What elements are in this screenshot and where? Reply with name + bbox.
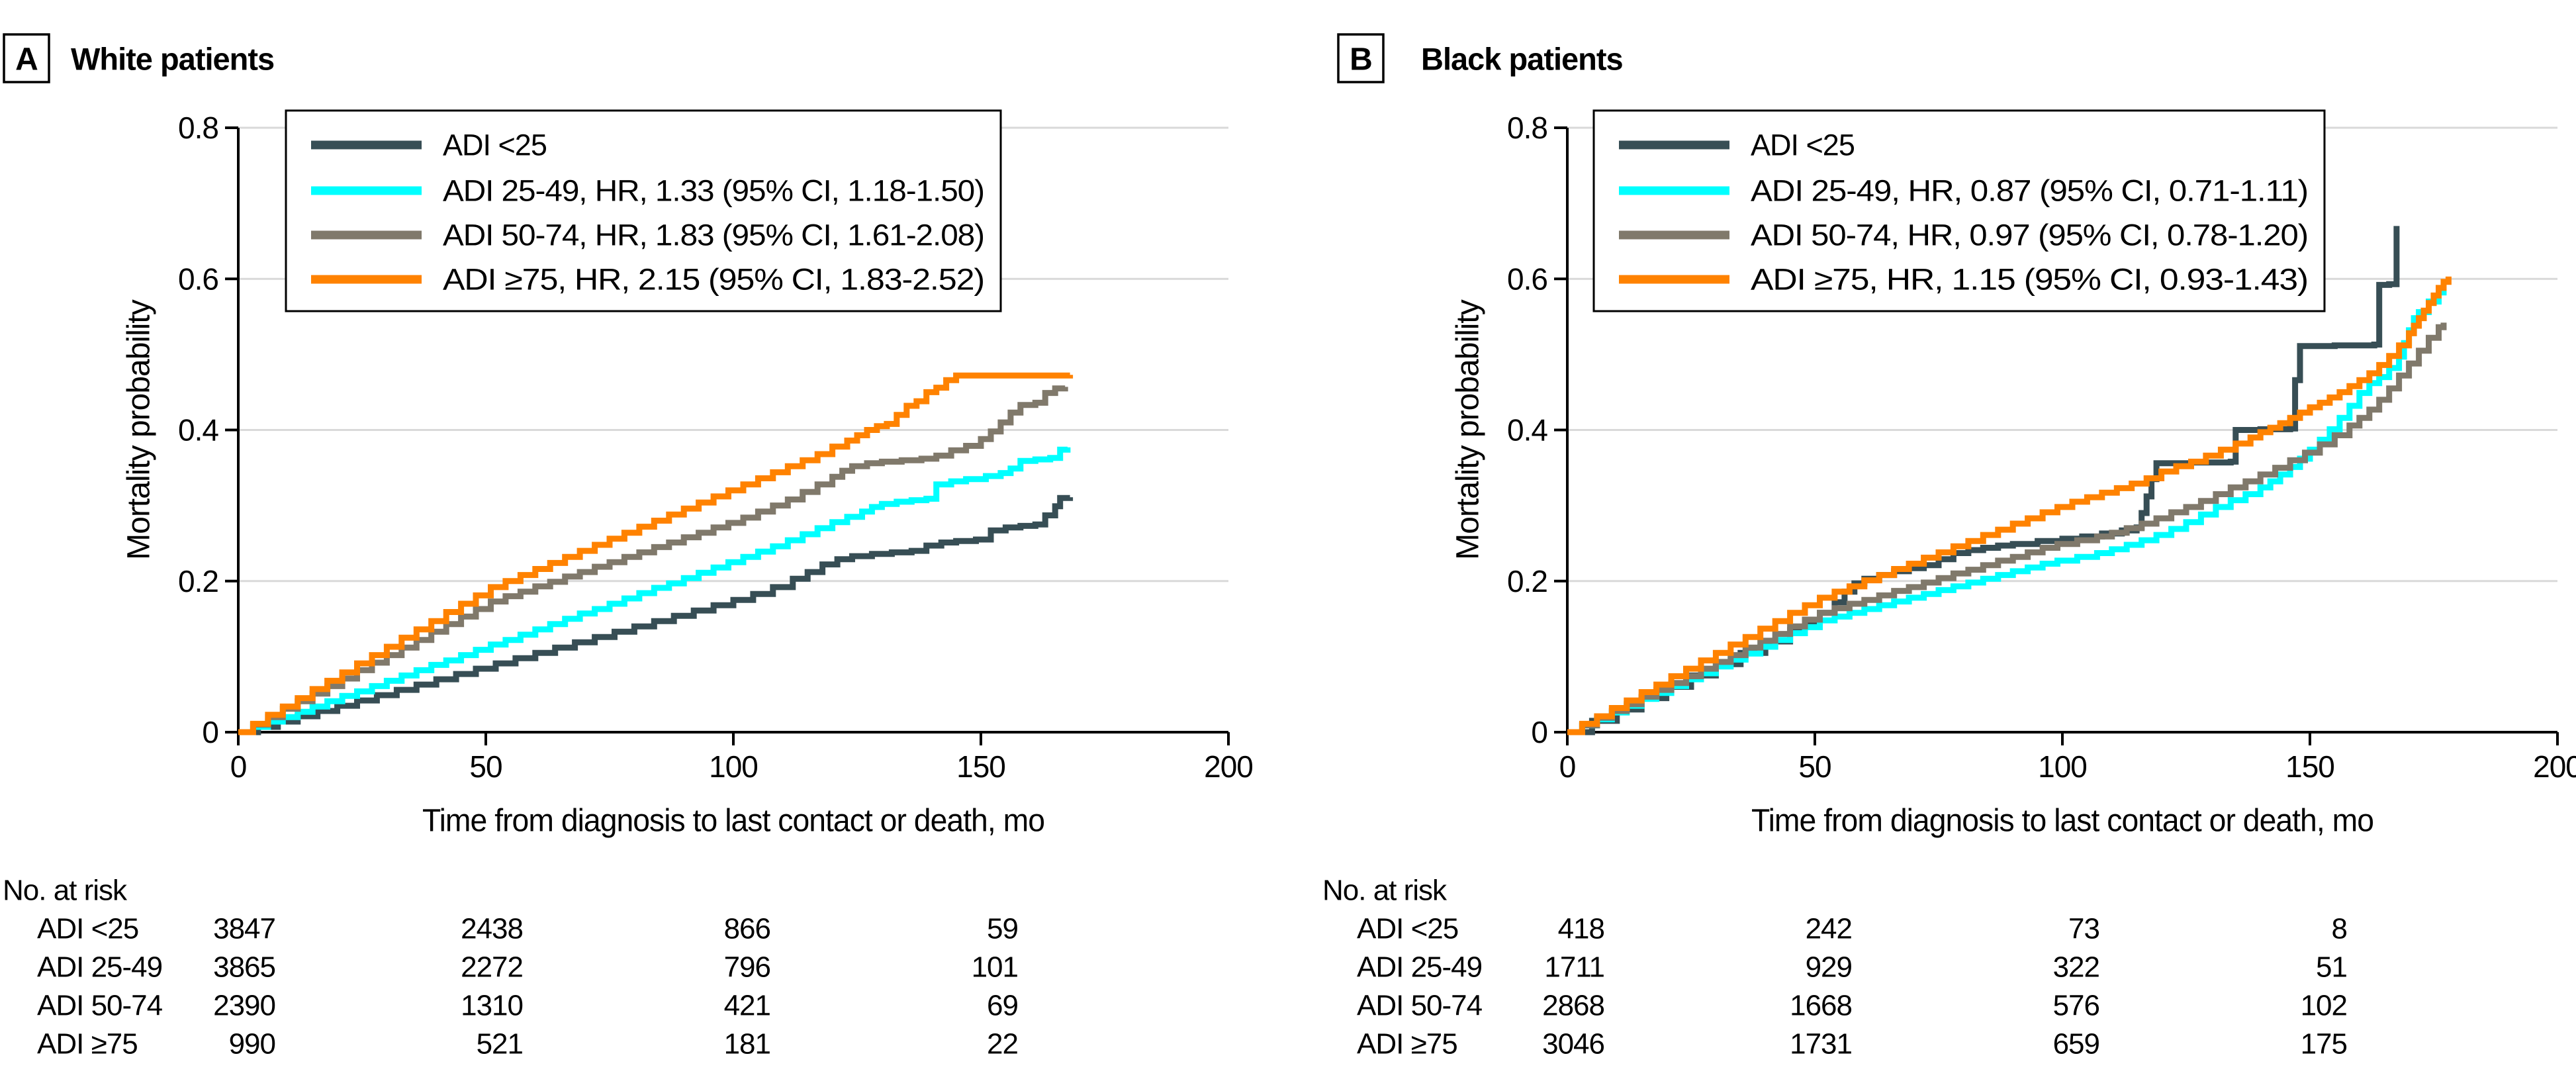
risk-value-adi-25-49-t50: 2272 [461,951,523,984]
risk-value-adi-75-t100: 659 [2053,1028,2099,1061]
x-tick-label-100: 100 [709,749,758,784]
panel-title: White patients [71,42,274,77]
x-tick-label-50: 50 [1798,749,1831,784]
risk-table-title: No. at risk [1322,874,1448,907]
risk-row-label-adi-50-74: ADI 50-74 [37,990,163,1022]
risk-row-label-adi-25-49: ADI 25-49 [37,951,162,984]
x-tick-label-150: 150 [2285,749,2334,784]
panel-a-white-patients: 0 50 100 150 200 0 0.2 0.4 0.6 0.8 ADI <25 ADI 25-4… [3,33,1254,1061]
y-tick-label-0: 0 [202,715,218,749]
panel-letter-box [3,33,50,83]
legend-label-adi-75: ADI ≥75, HR, 2.15 (95% CI, 1.83-2.52) [443,263,984,297]
x-tick-label-100: 100 [2038,749,2087,784]
risk-value-adi-25-49-t0: 1711 [1544,951,1604,984]
risk-value-adi-25-t100: 866 [724,913,770,945]
risk-value-adi-75-t100: 181 [724,1028,770,1061]
risk-value-adi-50-74-t50: 1310 [461,990,523,1022]
risk-row-label-adi-75: ADI ≥75 [37,1028,138,1061]
risk-value-adi-75-t50: 1731 [1790,1028,1852,1061]
risk-value-adi-25-t100: 73 [2068,913,2099,945]
legend-label-adi-25: ADI <25 [443,128,547,162]
risk-value-adi-75-t50: 521 [477,1028,523,1061]
risk-row-label-adi-50-74: ADI 50-74 [1357,990,1483,1022]
panel-letter: B [1350,42,1372,77]
x-axis-label: Time from diagnosis to last contact or d… [422,804,1044,839]
panel-letter: A [15,42,38,77]
y-axis-label: Mortality probability [1451,299,1486,559]
risk-row-label-adi-25: ADI <25 [37,913,138,945]
risk-row-label-adi-25: ADI <25 [1357,913,1458,945]
y-tick-label-0.6: 0.6 [178,261,218,296]
y-tick-label-0.4: 0.4 [1507,413,1547,448]
legend-label-adi-50-74: ADI 50-74, HR, 0.97 (95% CI, 0.78-1.20) [1751,218,2308,252]
curve-adi-25-49 [1567,286,2447,735]
risk-value-adi-50-74-t150: 69 [987,990,1018,1022]
risk-row-label-adi-75: ADI ≥75 [1357,1028,1457,1061]
risk-value-adi-50-74-t0: 2868 [1542,990,1604,1022]
y-axis-label: Mortality probability [122,299,157,559]
x-tick-label-200: 200 [2533,749,2576,784]
curve-adi-25 [238,495,1074,735]
panel-b-black-patients: 0 50 100 150 200 0 0.2 0.4 0.6 0.8 ADI <25 ADI 25-4… [1322,33,2576,1061]
legend-label-adi-25-49: ADI 25-49, HR, 0.87 (95% CI, 0.71-1.11) [1751,174,2308,208]
risk-value-adi-50-74-t100: 421 [724,990,770,1022]
x-tick-label-50: 50 [469,749,502,784]
risk-value-adi-25-t0: 418 [1558,913,1604,945]
risk-value-adi-75-t0: 990 [229,1028,275,1061]
y-tick-label-0.8: 0.8 [1507,111,1547,145]
risk-value-adi-50-74-t50: 1668 [1790,990,1852,1022]
risk-value-adi-75-t150: 22 [987,1028,1018,1061]
risk-value-adi-25-t50: 2438 [461,913,523,945]
x-tick-label-0: 0 [230,749,247,784]
risk-value-adi-50-74-t150: 102 [2301,990,2347,1022]
risk-value-adi-25-49-t100: 322 [2053,951,2099,984]
curve-adi-50-74 [238,385,1068,735]
curve-adi-75 [1567,276,2452,735]
panel-letter-box [1337,33,1385,83]
panel-title: Black patients [1421,42,1623,77]
risk-value-adi-25-49-t150: 101 [972,951,1018,984]
risk-value-adi-75-t0: 3046 [1542,1028,1604,1061]
risk-value-adi-50-74-t100: 576 [2053,990,2099,1022]
y-tick-label-0.6: 0.6 [1507,261,1547,296]
x-tick-label-0: 0 [1559,749,1576,784]
legend-label-adi-50-74: ADI 50-74, HR, 1.83 (95% CI, 1.61-2.08) [443,218,984,252]
risk-table-title: No. at risk [3,874,128,907]
risk-value-adi-25-t150: 8 [2332,913,2347,945]
risk-value-adi-25-49-t100: 796 [724,951,770,984]
risk-value-adi-25-t50: 242 [1806,913,1852,945]
risk-value-adi-25-49-t50: 929 [1806,951,1852,984]
y-tick-label-0.8: 0.8 [178,111,218,145]
x-axis-label: Time from diagnosis to last contact or d… [1751,804,2373,839]
y-tick-label-0.2: 0.2 [178,564,218,598]
legend-label-adi-75: ADI ≥75, HR, 1.15 (95% CI, 0.93-1.43) [1751,263,2308,297]
y-tick-label-0.4: 0.4 [178,413,218,448]
x-tick-label-150: 150 [956,749,1005,784]
y-tick-label-0: 0 [1531,715,1547,749]
risk-value-adi-25-t0: 3847 [213,913,275,945]
legend-label-adi-25: ADI <25 [1751,128,1855,162]
legend-label-adi-25-49: ADI 25-49, HR, 1.33 (95% CI, 1.18-1.50) [443,174,984,208]
risk-value-adi-25-49-t0: 3865 [213,951,275,984]
risk-row-label-adi-25-49: ADI 25-49 [1357,951,1482,984]
y-tick-label-0.2: 0.2 [1507,564,1547,598]
risk-value-adi-75-t150: 175 [2301,1028,2347,1061]
risk-value-adi-25-t150: 59 [987,913,1018,945]
risk-value-adi-50-74-t0: 2390 [213,990,275,1022]
curve-adi-50-74 [1567,322,2447,735]
curve-adi-75 [238,372,1074,735]
risk-value-adi-25-49-t150: 51 [2316,951,2347,984]
curve-adi-25-49 [238,446,1071,735]
x-tick-label-200: 200 [1204,749,1253,784]
